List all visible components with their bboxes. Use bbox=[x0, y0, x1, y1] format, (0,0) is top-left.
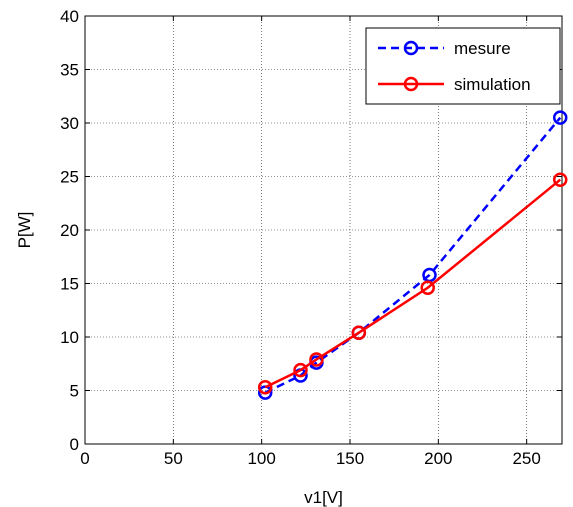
y-tick-label: 40 bbox=[60, 7, 79, 26]
legend-box bbox=[365, 27, 561, 105]
legend-entry-simulation: simulation bbox=[378, 75, 531, 94]
y-axis-label: P[W] bbox=[15, 212, 34, 249]
x-tick-label: 100 bbox=[247, 449, 275, 468]
y-tick-label: 25 bbox=[60, 168, 79, 187]
data-point-simulation bbox=[420, 280, 435, 296]
data-point-simulation bbox=[309, 352, 324, 367]
legend-swatch-marker bbox=[403, 76, 419, 92]
y-tick-label: 35 bbox=[60, 61, 79, 80]
legend-label: simulation bbox=[454, 75, 531, 94]
data-point-simulation bbox=[552, 172, 568, 187]
x-tick-label: 50 bbox=[164, 449, 183, 468]
x-tick-label: 0 bbox=[80, 449, 89, 468]
legend: mesure simulation bbox=[365, 27, 561, 105]
series-mesure bbox=[257, 110, 568, 400]
x-tick-label: 250 bbox=[512, 449, 540, 468]
data-point-simulation bbox=[293, 362, 308, 378]
legend-swatch-marker bbox=[403, 40, 419, 56]
x-tick-label: 150 bbox=[336, 449, 364, 468]
series-simulation bbox=[257, 172, 568, 395]
y-tick-label: 20 bbox=[60, 221, 79, 240]
y-tick-label: 5 bbox=[70, 382, 79, 401]
y-tick-label: 0 bbox=[70, 435, 79, 454]
y-tick-label: 15 bbox=[60, 275, 79, 294]
data-point-mesure bbox=[552, 110, 568, 125]
legend-label: mesure bbox=[454, 39, 511, 58]
series-line-mesure bbox=[264, 116, 562, 394]
series-group bbox=[257, 110, 568, 400]
axis-ticks: 0 50 100 150 200 250 0 5 10 15 20 25 30 35 40 bbox=[60, 7, 562, 468]
x-tick-label: 200 bbox=[424, 449, 452, 468]
data-point-simulation bbox=[351, 325, 367, 340]
legend-entry-mesure: mesure bbox=[378, 39, 511, 58]
data-point-simulation bbox=[257, 380, 273, 395]
x-axis-label: v1[V] bbox=[304, 488, 343, 507]
y-tick-label: 10 bbox=[60, 328, 79, 347]
y-tick-label: 30 bbox=[60, 114, 79, 133]
